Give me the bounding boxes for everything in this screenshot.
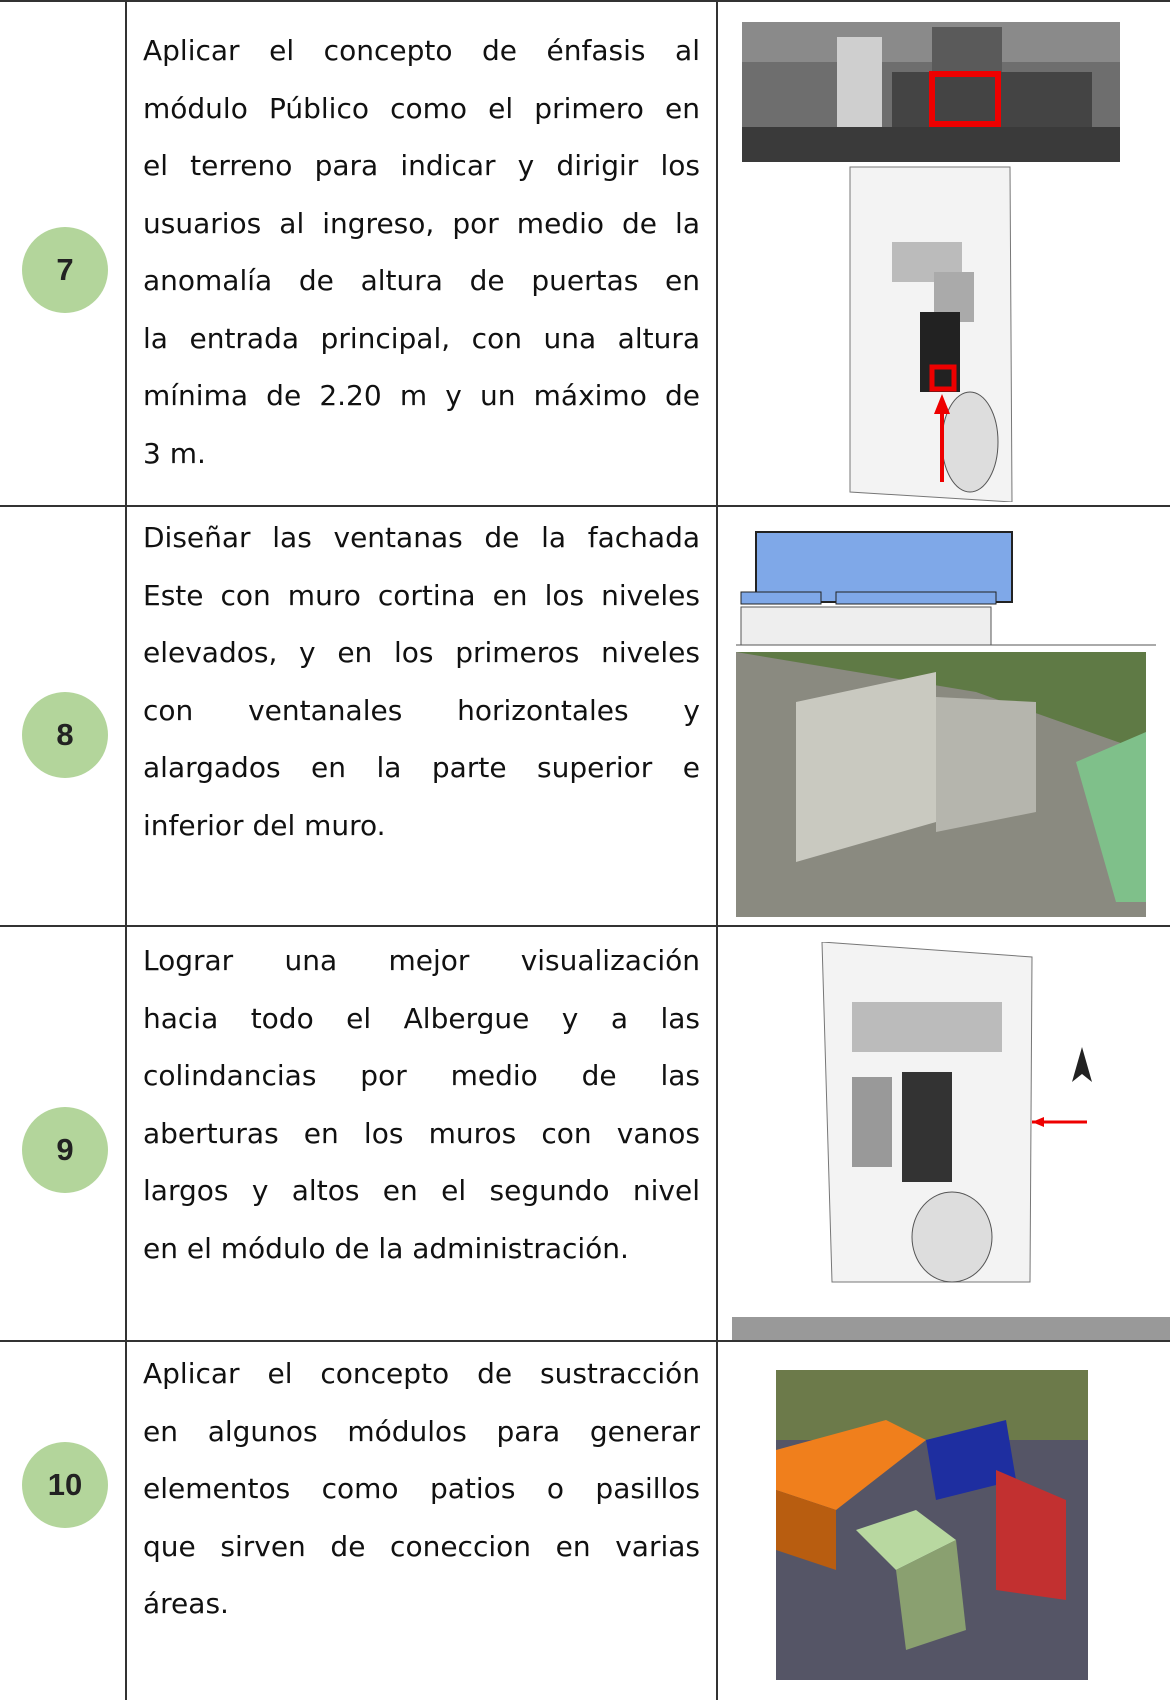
table-row: 9 Lograr una mejor visualización hacia tod… [0,925,1170,1342]
description: Lograr una mejor visualización hacia todo… [143,932,700,1277]
text-line: en algunos módulos para generar [143,1414,700,1448]
row-number: 8 [22,692,108,778]
table-row: 7 Aplicar el concepto de énfasis al módulo… [0,0,1170,505]
row-number: 9 [22,1107,108,1193]
text-line: el terreno para indicar y dirigir los [143,149,700,182]
image-cell [716,507,1170,925]
text-line: elevados, y en los primeros niveles [143,636,700,669]
text-line: Diseñar las ventanas de la fachada [143,521,700,554]
table-row: 10 Aplicar el concepto de sustracción en a… [0,1340,1170,1700]
text-line: colindancias por medio de las [143,1059,700,1092]
text-line: con ventanales horizontales y [143,693,700,727]
text-line: usuarios al ingreso, por medio de la [143,206,700,240]
row-number: 10 [22,1442,108,1528]
description: Aplicar el concepto de sustracción en alg… [143,1345,700,1633]
text-line: Aplicar el concepto de sustracción [143,1357,700,1390]
number-cell: 8 [0,507,127,925]
text-line: áreas. [143,1587,229,1620]
text-line: Este con muro cortina en los niveles [143,578,700,612]
description: Diseñar las ventanas de la fachada Este c… [143,509,700,854]
text-line: módulo Público como el primero en [143,91,700,125]
table-row: 8 Diseñar las ventanas de la fachada Este … [0,505,1170,925]
image-cell [716,927,1170,1342]
number-cell: 10 [0,1342,127,1700]
text-line: aberturas en los muros con vanos [143,1116,700,1150]
illustration [742,22,1120,502]
number-cell: 9 [0,927,127,1340]
text-line: mínima de 2.20 m y un máximo de [143,379,700,412]
image-cell [716,2,1170,505]
text-line: 3 m. [143,436,206,470]
row-number: 7 [22,227,108,313]
illustration [736,531,1156,917]
text-line: elementos como patios o pasillos [143,1472,700,1505]
text-line: alargados en la parte superior e [143,751,700,784]
illustration [732,942,1170,1342]
number-cell: 7 [0,2,127,505]
text-line: inferior del muro. [143,808,386,842]
text-line: que sirven de coneccion en varias [143,1529,700,1563]
description: Aplicar el concepto de énfasis al módulo … [143,22,700,482]
text-line: anomalía de altura de puertas en [143,264,700,297]
text-line: en el módulo de la administración. [143,1231,629,1265]
text-line: largos y altos en el segundo nivel [143,1174,700,1207]
illustration [776,1370,1088,1680]
text-line: Aplicar el concepto de énfasis al [143,34,700,67]
image-cell [716,1342,1170,1700]
text-line: Lograr una mejor visualización [143,944,700,977]
text-line: hacia todo el Albergue y a las [143,1001,700,1035]
text-line: la entrada principal, con una altura [143,321,700,355]
